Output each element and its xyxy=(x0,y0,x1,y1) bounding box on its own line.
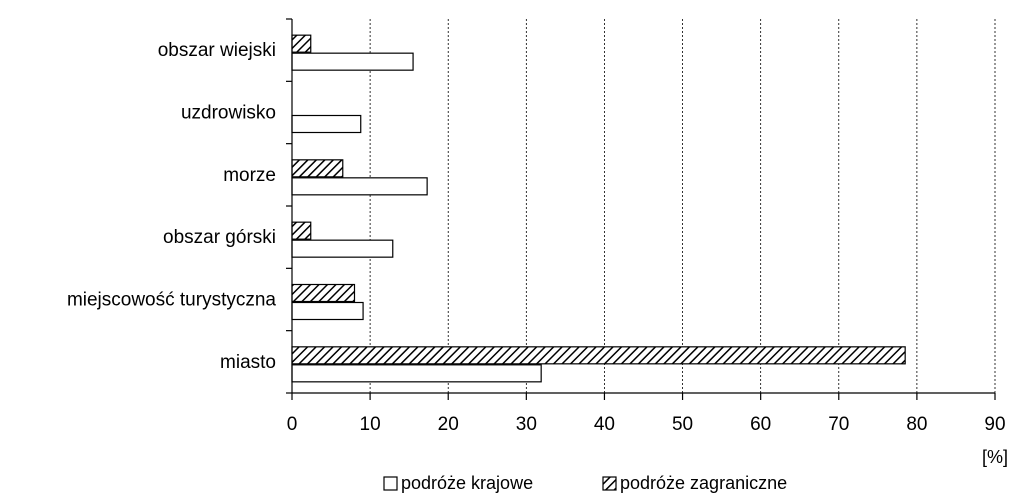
grid xyxy=(369,19,996,393)
bar-domestic xyxy=(291,114,362,134)
bar-foreign xyxy=(291,346,906,365)
axes xyxy=(286,18,996,400)
x-tick-label: 0 xyxy=(287,414,298,435)
legend-swatch-foreign xyxy=(602,476,617,491)
bar-foreign xyxy=(291,34,312,53)
x-tick-label: 10 xyxy=(360,414,381,435)
x-tick-label: 80 xyxy=(906,414,927,435)
x-tick-label: 70 xyxy=(828,414,849,435)
category-label: obszar górski xyxy=(163,227,276,248)
bar-foreign xyxy=(291,159,344,178)
legend-label-foreign: podróże zagraniczne xyxy=(620,473,787,493)
bar-foreign xyxy=(291,221,312,240)
x-tick-label: 40 xyxy=(594,414,615,435)
bar-domestic xyxy=(291,52,414,71)
bar-foreign xyxy=(291,283,356,303)
x-unit-label: [%] xyxy=(982,447,1008,467)
bar-domestic xyxy=(291,301,364,321)
bars xyxy=(291,34,906,383)
category-label: uzdrowisko xyxy=(181,103,276,124)
bar-domestic xyxy=(291,239,394,258)
x-tick-label: 50 xyxy=(672,414,693,435)
x-tick-label: 30 xyxy=(516,414,537,435)
category-label: miasto xyxy=(220,352,276,373)
x-tick-label: 60 xyxy=(750,414,771,435)
legend-swatch-domestic xyxy=(383,476,398,491)
labels: 0 10 20 30 40 50 60 70 80 90 obszar wiejski uzdrowi… xyxy=(67,40,1006,435)
x-tick-label: 20 xyxy=(438,414,459,435)
legend-label-domestic: podróże krajowe xyxy=(401,473,533,493)
category-label: obszar wiejski xyxy=(158,40,276,61)
category-label: morze xyxy=(223,165,276,186)
x-tick-label: 90 xyxy=(984,414,1005,435)
category-label: miejscowość turystyczna xyxy=(67,290,276,311)
legend: podróże krajowe podróże zagraniczne xyxy=(383,473,787,493)
bar-domestic xyxy=(291,364,542,383)
bar-domestic xyxy=(291,177,428,196)
